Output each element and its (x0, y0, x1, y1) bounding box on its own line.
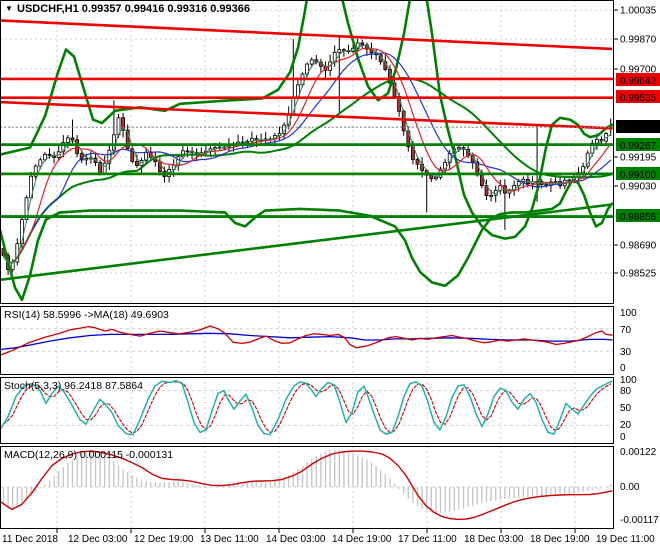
stoch-axis-label: 80 (620, 386, 632, 397)
price-axis-label: 0.99030 (620, 182, 657, 193)
rsi-axis-label: 0 (620, 363, 626, 374)
price-badge-green (616, 138, 660, 151)
macd-pane (0, 449, 613, 521)
price-badge-label: 0.99267 (620, 141, 657, 152)
price-axis-label: 0.99870 (620, 35, 657, 46)
price-axis-label: 0.99195 (620, 153, 657, 164)
time-axis-label: 13 Dec 11:00 (200, 534, 259, 545)
band-line-3 (0, 179, 614, 302)
price-badge-label: 0.99366 (620, 123, 657, 134)
stoch-k-line (0, 379, 613, 436)
price-badge-red (616, 90, 660, 103)
time-axis: 11 Dec 2018 12 Dec 03:00 12 Dec 19:00 13 De… (2, 529, 655, 545)
grid (0, 0, 614, 529)
macd-signal-line (0, 450, 613, 521)
trendline-0[interactable] (0, 19, 613, 51)
ma-slow-green (2, 76, 612, 264)
time-axis-label: 14 Dec 19:00 (332, 534, 392, 545)
trendline-2[interactable] (0, 203, 613, 282)
pane-borders (0, 0, 614, 529)
stoch-axis-label: 100 (620, 375, 637, 386)
trendline-1[interactable] (0, 100, 613, 130)
time-axis-label: 12 Dec 03:00 (68, 534, 128, 545)
rsi-pane-title: RSI(14) 58.5996 ->MA(18) 49.6903 (4, 309, 169, 321)
macd-pane-title: MACD(12,26,9) 0.000115 -0.000131 (4, 449, 173, 461)
price-badge-label: 0.99100 (620, 170, 657, 181)
symbol-dropdown-icon[interactable]: ▼ (5, 4, 13, 13)
stoch-pane-title: Stoch(5,3,3) 96.2418 87.5864 (4, 380, 143, 392)
main-price-pane (0, 0, 614, 302)
stoch-pane (0, 379, 613, 436)
price-badge-label: 0.99642 (620, 76, 657, 87)
band-line-2 (425, 0, 614, 240)
rsi-axis-label: 70 (620, 325, 632, 336)
rsi-axis-label: 100 (620, 308, 637, 319)
price-axis-label: 0.98690 (620, 241, 657, 252)
time-axis-label: 17 Dec 11:00 (398, 534, 457, 545)
stoch-axis-label: 50 (620, 403, 632, 414)
macd-axis-label: -0.00117 (620, 515, 659, 526)
candles (1, 36, 613, 275)
macd-axis-label: 0.00 (620, 482, 640, 493)
time-axis-label: 12 Dec 19:00 (134, 534, 194, 545)
time-axis-label: 14 Dec 03:00 (266, 534, 326, 545)
price-axis-label: 0.98525 (620, 269, 657, 280)
rsi-pane (0, 325, 613, 356)
rsi-line (0, 325, 613, 356)
price-axis-label: 1.00035 (620, 6, 657, 17)
price-badge-green (616, 167, 660, 180)
ma-red (2, 47, 612, 264)
stoch-axis-label: 0 (620, 432, 626, 443)
chart-title: USDCHF,H1 0.99357 0.99416 0.99316 0.9936… (17, 3, 250, 15)
ma-fast-green (3, 44, 612, 264)
stoch-axis-label: 20 (620, 420, 632, 431)
price-badge-label: 0.99535 (620, 93, 657, 104)
price-axis-label: 0.99700 (620, 65, 657, 76)
price-badge-label: 0.98856 (620, 212, 657, 223)
rsi-axis-label: 30 (620, 347, 632, 358)
time-axis-label: 18 Dec 03:00 (464, 534, 524, 545)
price-badge-black (616, 120, 660, 133)
price-badge-red (616, 73, 660, 86)
price-badge-green (616, 209, 660, 222)
time-axis-label: 18 Dec 19:00 (530, 534, 590, 545)
macd-axis-label: 0.00122 (620, 447, 657, 458)
time-axis-label: 11 Dec 2018 (2, 534, 58, 545)
band-line-0 (0, 0, 309, 156)
time-axis-label: 19 Dec 11:00 (596, 534, 655, 545)
